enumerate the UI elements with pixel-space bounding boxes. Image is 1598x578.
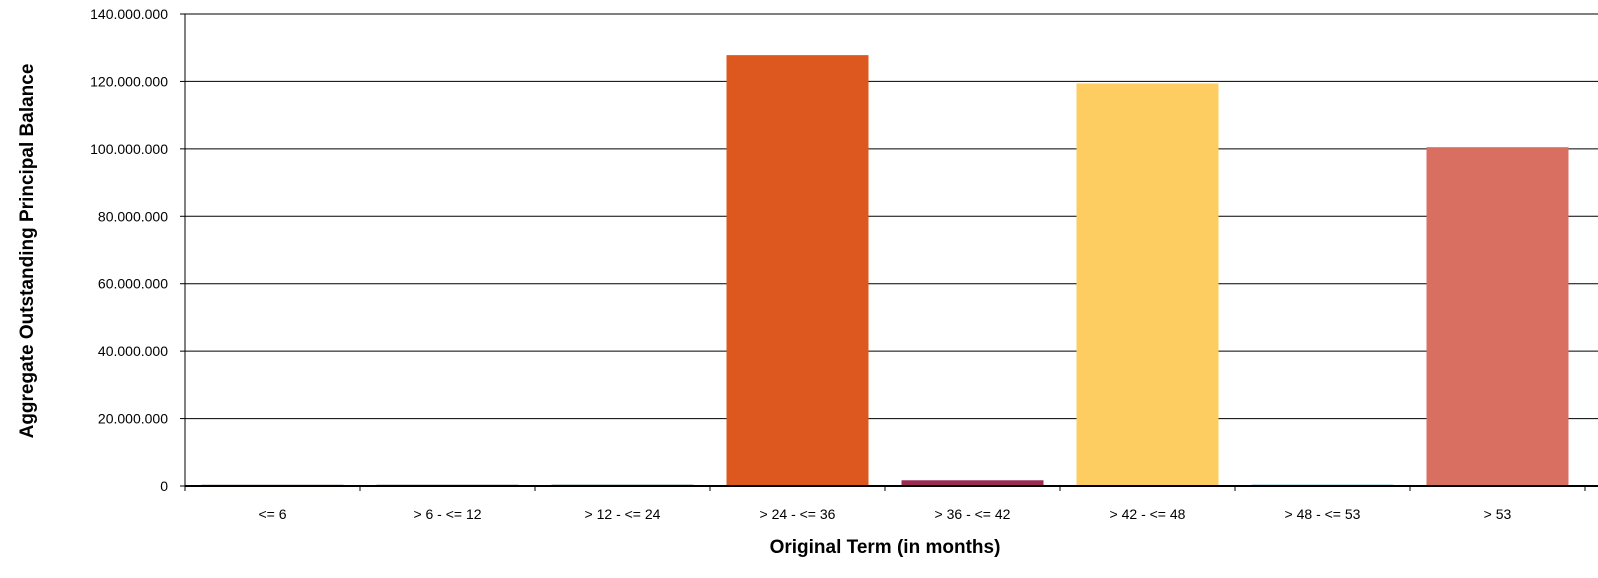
y-tick-label: 0 xyxy=(160,478,168,494)
y-tick-label: 120.000.000 xyxy=(90,73,168,89)
x-tick-label: > 48 - <= 53 xyxy=(1285,506,1361,522)
bar xyxy=(901,480,1044,486)
y-tick-label: 60.000.000 xyxy=(98,276,168,292)
bar xyxy=(726,55,869,486)
x-tick-label: > 6 - <= 12 xyxy=(413,506,481,522)
x-tick-labels: <= 6 > 6 - <= 12 > 12 - <= 24 > 24 - <= 36 >… xyxy=(258,506,1511,522)
x-tick-label: > 24 - <= 36 xyxy=(760,506,836,522)
gridlines xyxy=(185,13,1598,420)
y-axis-title: Aggregate Outstanding Principal Balance xyxy=(17,64,38,439)
y-tick-label: 100.000.000 xyxy=(90,141,168,157)
x-tick-label: > 53 xyxy=(1484,506,1512,522)
axes xyxy=(180,13,1598,491)
x-tick-label: > 36 - <= 42 xyxy=(935,506,1011,522)
bars xyxy=(201,55,1569,487)
y-tick-labels: 0 20.000.000 40.000.000 60.000.000 80.000.00… xyxy=(90,6,168,494)
x-axis-title: Original Term (in months) xyxy=(770,537,1001,558)
y-tick-label: 140.000.000 xyxy=(90,6,168,22)
y-tick-label: 20.000.000 xyxy=(98,411,168,427)
x-tick-label: <= 6 xyxy=(258,506,286,522)
bar xyxy=(1076,83,1219,487)
y-tick-label: 40.000.000 xyxy=(98,343,168,359)
bar xyxy=(1426,147,1569,486)
x-tick-label: > 12 - <= 24 xyxy=(585,506,661,522)
x-tick-label: > 42 - <= 48 xyxy=(1110,506,1186,522)
y-tick-label: 80.000.000 xyxy=(98,208,168,224)
